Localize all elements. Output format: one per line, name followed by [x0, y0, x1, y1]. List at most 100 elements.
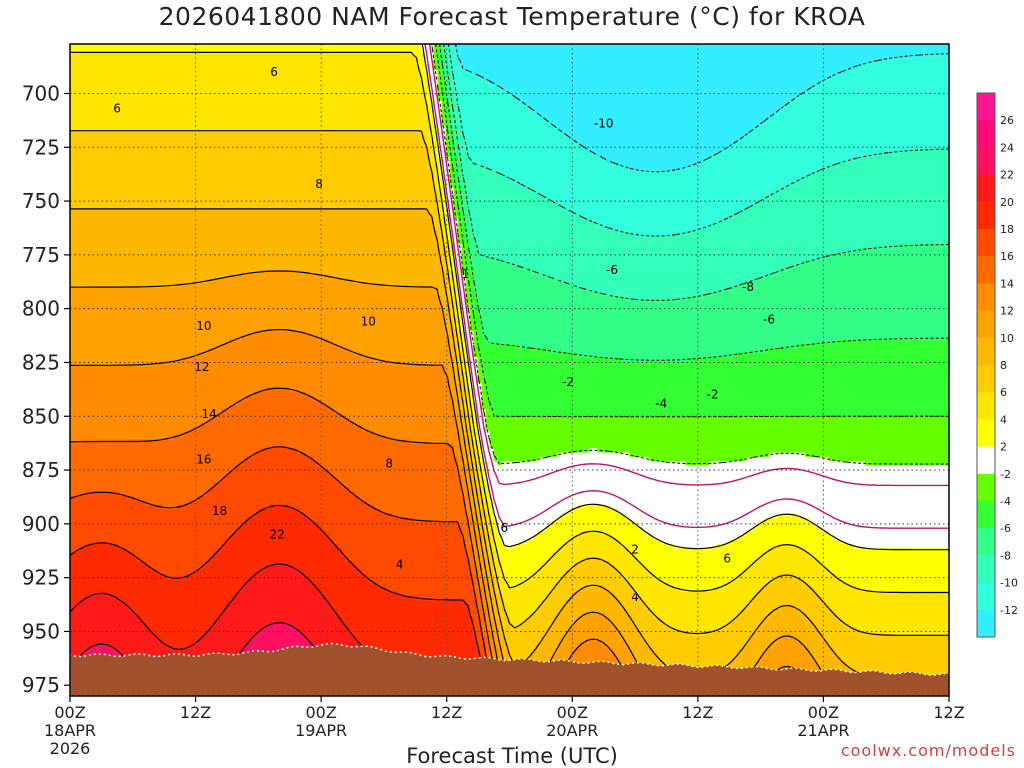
- temperature-cell: [141, 283, 147, 289]
- temperature-cell: [97, 135, 103, 141]
- temperature-cell: [93, 391, 99, 397]
- temperature-cell: [89, 274, 95, 280]
- temperature-cell: [109, 426, 115, 432]
- temperature-cell: [169, 378, 175, 384]
- temperature-cell: [181, 478, 187, 484]
- temperature-cell: [177, 204, 183, 210]
- temperature-cell: [70, 591, 75, 597]
- temperature-cell: [137, 643, 143, 649]
- temperature-cell: [133, 548, 139, 554]
- temperature-cell: [81, 600, 87, 606]
- temperature-cell: [121, 326, 127, 332]
- temperature-cell: [169, 600, 175, 606]
- temperature-cell: [70, 256, 75, 262]
- temperature-cell: [109, 122, 115, 128]
- temperature-cell: [181, 378, 187, 384]
- temperature-cell: [105, 500, 111, 506]
- temperature-cell: [93, 61, 99, 67]
- temperature-cell: [70, 587, 75, 593]
- temperature-cell: [125, 556, 131, 562]
- temperature-cell: [129, 552, 135, 558]
- temperature-cell: [129, 509, 135, 515]
- temperature-cell: [85, 117, 91, 123]
- temperature-cell: [77, 343, 83, 349]
- temperature-cell: [89, 104, 95, 110]
- temperature-cell: [157, 317, 163, 323]
- temperature-cell: [189, 83, 195, 89]
- temperature-cell: [105, 83, 111, 89]
- temperature-cell: [173, 330, 179, 336]
- temperature-cell: [173, 113, 179, 119]
- temperature-cell: [89, 313, 95, 319]
- temperature-cell: [117, 283, 123, 289]
- temperature-cell: [113, 296, 119, 302]
- temperature-cell: [157, 274, 163, 280]
- temperature-cell: [129, 57, 135, 62]
- temperature-cell: [189, 513, 195, 519]
- temperature-cell: [173, 174, 179, 180]
- temperature-cell: [117, 609, 123, 615]
- temperature-cell: [109, 635, 115, 641]
- temperature-cell: [81, 174, 87, 180]
- temperature-cell: [153, 52, 159, 58]
- temperature-cell: [157, 443, 163, 449]
- temperature-cell: [153, 239, 159, 245]
- temperature-cell: [197, 70, 203, 76]
- temperature-cell: [157, 143, 163, 149]
- temperature-cell: [121, 513, 127, 519]
- temperature-cell: [105, 613, 111, 619]
- temperature-cell: [81, 57, 87, 62]
- temperature-cell: [149, 52, 155, 58]
- temperature-cell: [70, 496, 75, 501]
- temperature-cell: [145, 104, 151, 110]
- temperature-cell: [137, 365, 143, 371]
- temperature-cell: [193, 143, 199, 149]
- temperature-cell: [181, 352, 187, 358]
- temperature-cell: [121, 465, 127, 471]
- temperature-cell: [97, 456, 103, 462]
- temperature-cell: [129, 78, 135, 84]
- temperature-cell: [177, 191, 183, 197]
- temperature-cell: [85, 596, 91, 601]
- temperature-cell: [153, 343, 159, 349]
- temperature-cell: [173, 139, 179, 145]
- temperature-cell: [193, 578, 199, 584]
- temperature-cell: [173, 135, 179, 141]
- temperature-cell: [145, 552, 151, 558]
- temperature-cell: [177, 122, 183, 128]
- temperature-cell: [181, 57, 187, 62]
- temperature-cell: [197, 322, 203, 328]
- temperature-cell: [129, 204, 135, 210]
- temperature-cell: [181, 209, 187, 215]
- temperature-cell: [93, 613, 99, 619]
- temperature-cell: [121, 491, 127, 497]
- temperature-cell: [133, 600, 139, 606]
- temperature-cell: [105, 630, 111, 636]
- temperature-cell: [177, 443, 183, 449]
- temperature-cell: [161, 456, 167, 462]
- temperature-cell: [109, 248, 115, 254]
- temperature-cell: [181, 187, 187, 193]
- temperature-cell: [201, 174, 207, 180]
- temperature-cell: [157, 330, 163, 336]
- temperature-cell: [173, 148, 179, 154]
- temperature-cell: [109, 117, 115, 123]
- temperature-cell: [101, 487, 107, 493]
- temperature-cell: [101, 370, 107, 375]
- temperature-cell: [85, 52, 91, 58]
- temperature-cell: [129, 587, 135, 593]
- temperature-cell: [113, 422, 119, 428]
- temperature-cell: [77, 161, 83, 167]
- temperature-cell: [81, 296, 87, 302]
- temperature-cell: [121, 304, 127, 310]
- temperature-cell: [193, 313, 199, 319]
- temperature-cell: [137, 391, 143, 397]
- temperature-cell: [93, 474, 99, 480]
- temperature-cell: [101, 500, 107, 506]
- temperature-cell: [105, 243, 111, 249]
- temperature-cell: [129, 600, 135, 606]
- temperature-cell: [165, 617, 171, 623]
- temperature-cell: [193, 278, 199, 284]
- temperature-cell: [189, 483, 195, 488]
- temperature-cell: [97, 230, 103, 236]
